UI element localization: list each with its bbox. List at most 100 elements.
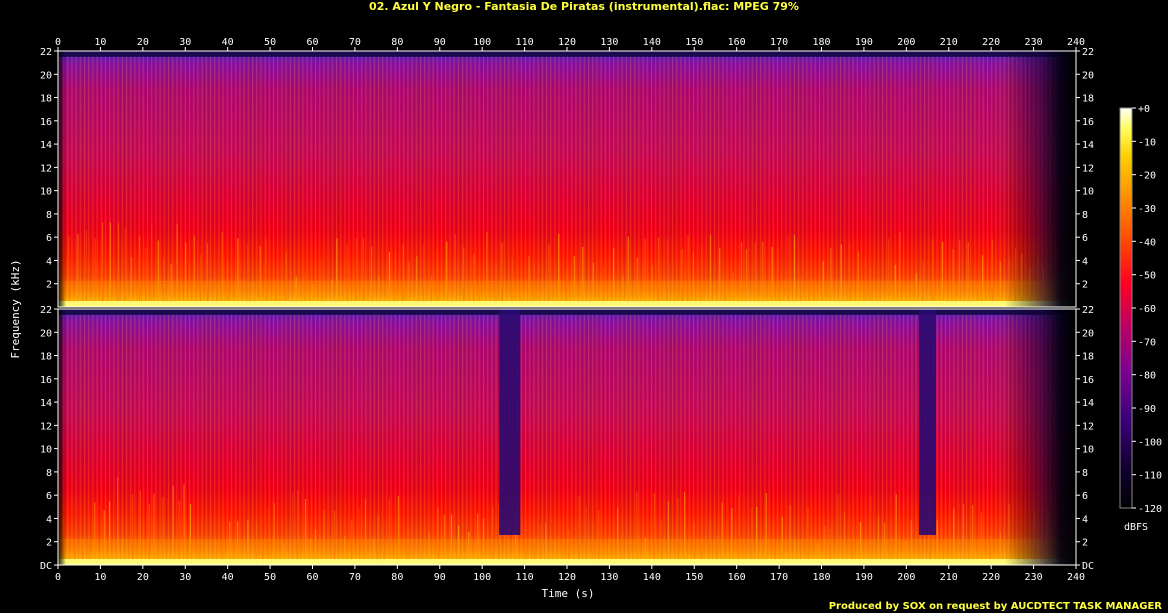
x-tick-label: 210: [940, 572, 958, 583]
y-tick-label: 22: [40, 305, 52, 316]
x-tick-label-top: 140: [643, 37, 661, 48]
x-tick-label-top: 80: [391, 37, 403, 48]
x-tick-label: 60: [306, 572, 318, 583]
x-tick-label-top: 10: [94, 37, 106, 48]
y-tick-label-right: 16: [1082, 375, 1094, 386]
x-tick-label-top: 210: [940, 37, 958, 48]
y-tick-label: 12: [40, 421, 52, 432]
y-tick-label: 10: [40, 445, 52, 456]
x-tick-label-top: 190: [855, 37, 873, 48]
y-tick-label-right: 18: [1082, 94, 1094, 105]
colorbar-tick-label: -40: [1138, 237, 1156, 248]
y-tick-label-right: 10: [1082, 445, 1094, 456]
y-tick-label-right: 18: [1082, 352, 1094, 363]
x-tick-label-top: 40: [222, 37, 234, 48]
x-tick-label-top: 170: [770, 37, 788, 48]
y-tick-label: 18: [40, 352, 52, 363]
y-tick-label-right: 12: [1082, 421, 1094, 432]
y-tick-label: 16: [40, 375, 52, 386]
y-tick-label: DC: [40, 561, 52, 572]
y-tick-label-right: DC: [1082, 561, 1094, 572]
x-tick-label: 190: [855, 572, 873, 583]
x-tick-label-top: 150: [685, 37, 703, 48]
y-tick-label: 8: [46, 468, 52, 479]
y-tick-label-right: 22: [1082, 305, 1094, 316]
y-tick-label: 20: [40, 328, 52, 339]
y-tick-label: 4: [46, 256, 52, 267]
colorbar: [1119, 107, 1133, 509]
x-tick-label-top: 230: [1025, 37, 1043, 48]
y-tick-label: 12: [40, 163, 52, 174]
x-tick-label-top: 50: [264, 37, 276, 48]
x-tick-label: 10: [94, 572, 106, 583]
y-tick-label: 22: [40, 47, 52, 58]
x-tick-label: 140: [643, 572, 661, 583]
y-axis-label: Frequency (kHz): [9, 259, 22, 358]
colorbar-label: dBFS: [1124, 522, 1148, 533]
colorbar-tick-label: -90: [1138, 404, 1156, 415]
y-tick-label-right: 4: [1082, 514, 1088, 525]
x-tick-label-top: 100: [473, 37, 491, 48]
y-tick-label: 18: [40, 94, 52, 105]
x-tick-label-top: 90: [434, 37, 446, 48]
y-tick-label-right: 14: [1082, 398, 1094, 409]
x-tick-label-top: 0: [55, 37, 61, 48]
y-tick-label-right: 8: [1082, 468, 1088, 479]
y-tick-label: 6: [46, 233, 52, 244]
x-tick-label-top: 20: [137, 37, 149, 48]
x-tick-label: 100: [473, 572, 491, 583]
colorbar-tick-label: +0: [1138, 104, 1150, 115]
colorbar-tick-label: -70: [1138, 337, 1156, 348]
y-tick-label-right: 2: [1082, 538, 1088, 549]
x-tick-label: 230: [1025, 572, 1043, 583]
colorbar-tick-label: -110: [1138, 471, 1162, 482]
y-tick-label: 14: [40, 398, 52, 409]
x-tick-label-top: 70: [349, 37, 361, 48]
y-tick-label-right: 6: [1082, 233, 1088, 244]
footer-credit: Produced by SOX on request by AUCDTECT T…: [828, 601, 1162, 612]
x-tick-label: 90: [434, 572, 446, 583]
x-tick-label-top: 220: [982, 37, 1000, 48]
x-tick-label: 160: [728, 572, 746, 583]
y-tick-label-right: 14: [1082, 140, 1094, 151]
x-tick-label-top: 30: [179, 37, 191, 48]
y-tick-label: 14: [40, 140, 52, 151]
x-tick-label-top: 180: [812, 37, 830, 48]
y-tick-label: 10: [40, 187, 52, 198]
colorbar-tick-label: -100: [1138, 437, 1162, 448]
x-tick-label: 20: [137, 572, 149, 583]
y-tick-label: 2: [46, 538, 52, 549]
x-tick-label: 170: [770, 572, 788, 583]
x-tick-label: 180: [812, 572, 830, 583]
x-tick-label-top: 240: [1067, 37, 1085, 48]
y-tick-label: 6: [46, 491, 52, 502]
y-tick-label-right: 10: [1082, 187, 1094, 198]
x-tick-label-top: 60: [306, 37, 318, 48]
spectrogram-panel-2: [58, 309, 1076, 565]
spectrogram-panel-1: [58, 51, 1076, 307]
colorbar-tick-label: -120: [1138, 504, 1162, 515]
x-tick-label-top: 200: [897, 37, 915, 48]
colorbar-tick-label: -80: [1138, 371, 1156, 382]
colorbar-tick-label: -30: [1138, 204, 1156, 215]
y-tick-label-right: 20: [1082, 70, 1094, 81]
x-tick-label: 50: [264, 572, 276, 583]
y-tick-label: 2: [46, 280, 52, 291]
colorbar-tick-label: -50: [1138, 271, 1156, 282]
y-tick-label-right: 6: [1082, 491, 1088, 502]
x-tick-label: 240: [1067, 572, 1085, 583]
colorbar-tick-label: -60: [1138, 304, 1156, 315]
x-tick-label: 70: [349, 572, 361, 583]
page-title: 02. Azul Y Negro - Fantasia De Piratas (…: [369, 0, 799, 13]
x-tick-label: 130: [600, 572, 618, 583]
y-tick-label: 16: [40, 117, 52, 128]
x-tick-label-top: 120: [558, 37, 576, 48]
y-tick-label-right: 20: [1082, 328, 1094, 339]
y-tick-label-right: 4: [1082, 256, 1088, 267]
x-tick-label: 40: [222, 572, 234, 583]
x-tick-label: 80: [391, 572, 403, 583]
colorbar-tick-label: -20: [1138, 171, 1156, 182]
y-tick-label-right: 22: [1082, 47, 1094, 58]
x-tick-label: 110: [516, 572, 534, 583]
